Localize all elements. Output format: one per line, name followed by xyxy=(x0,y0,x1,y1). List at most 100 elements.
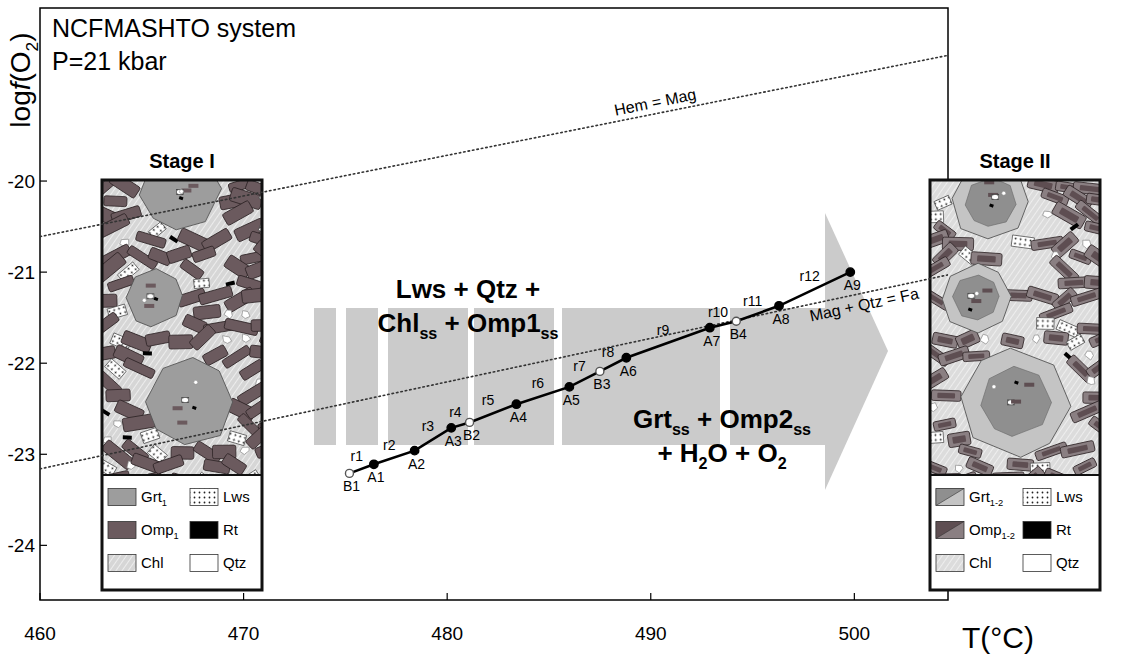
omphacite-grain xyxy=(1000,333,1024,349)
segment-label: r4 xyxy=(449,404,462,420)
subscript: 2 xyxy=(778,454,787,472)
y-tick-label: -20 xyxy=(8,171,35,192)
garnet-core xyxy=(953,275,1000,320)
data-point xyxy=(706,323,714,331)
series-line xyxy=(40,275,948,469)
quartz-grain xyxy=(1033,335,1040,344)
x-tick-label: 490 xyxy=(635,623,667,644)
omphacite-core xyxy=(937,393,955,399)
omphacite-grain xyxy=(251,319,262,331)
y-tick-label: -23 xyxy=(8,444,35,465)
arrow-block xyxy=(314,308,336,445)
rutile-grain xyxy=(968,308,973,312)
subscript: 2 xyxy=(22,42,42,52)
arrow-block xyxy=(346,308,378,445)
omphacite-grain xyxy=(1015,466,1046,475)
segment-label: r6 xyxy=(532,375,545,391)
segment-label: r7 xyxy=(573,358,586,374)
omphacite-core xyxy=(944,350,964,362)
omphacite-core xyxy=(1010,292,1027,298)
omphacite-core xyxy=(1012,461,1028,468)
quartz-grain xyxy=(114,421,122,428)
omphacite-inclusion xyxy=(1011,400,1021,404)
omphacite-grain xyxy=(1088,416,1100,439)
omphacite-core xyxy=(930,373,943,387)
data-point xyxy=(846,268,854,276)
y-tick xyxy=(40,363,47,364)
quartz-inclusion xyxy=(992,385,996,389)
rutile-grain xyxy=(989,204,994,208)
omphacite-grain xyxy=(245,396,262,420)
y-axis-title: logf(O2) xyxy=(5,32,42,127)
subscript: ss xyxy=(541,324,559,342)
omphacite-grain xyxy=(222,345,252,369)
point-label: A8 xyxy=(772,311,789,327)
text-part: Rt xyxy=(1056,521,1072,538)
y-tick xyxy=(40,180,47,181)
omphacite-grain xyxy=(245,258,262,280)
legend-label: Omp1 xyxy=(141,521,179,541)
lawsonite-grain xyxy=(227,431,246,446)
point-label: A2 xyxy=(408,456,425,472)
inset-ground xyxy=(102,180,262,590)
line-label-group: Hem = Mag xyxy=(613,86,698,119)
rutile-grain xyxy=(1014,381,1019,385)
omphacite-grain xyxy=(932,332,959,349)
reaction-text: Grtss + Omp2ss xyxy=(633,404,811,438)
rich-text: logf(O2) xyxy=(5,32,42,127)
omphacite-core xyxy=(1059,207,1080,223)
legend-swatch xyxy=(936,489,964,506)
omphacite-inclusion xyxy=(144,304,154,308)
omphacite-grain xyxy=(1043,468,1073,475)
text-part: Rt xyxy=(223,521,239,538)
x-tick xyxy=(447,593,448,600)
legend-label: Grt1-2 xyxy=(969,488,1003,508)
quartz-grain xyxy=(1085,351,1094,360)
quartz-grain xyxy=(223,336,232,344)
legend-label: Lws xyxy=(223,488,250,505)
text-part: + Omp1 xyxy=(437,308,540,338)
omphacite-core xyxy=(1077,292,1097,303)
x-tick-label: 480 xyxy=(431,623,463,644)
legend-swatch xyxy=(1023,522,1051,539)
omphacite-core xyxy=(937,336,953,345)
garnet-rim xyxy=(942,263,1011,333)
garnet xyxy=(146,358,233,445)
legend-swatch xyxy=(108,555,136,572)
data-point xyxy=(410,446,418,454)
garnet-core xyxy=(981,366,1052,436)
omphacite-core xyxy=(1078,461,1093,471)
text-part: Chl xyxy=(377,308,419,338)
x-tick xyxy=(243,593,244,600)
inset: Stage IIGrt1-2LwsOmp1-2RtChlQtz xyxy=(918,150,1117,590)
data-point xyxy=(512,400,520,408)
inset-title: Stage I xyxy=(149,150,215,172)
legend-swatch xyxy=(190,489,218,506)
subscript: ss xyxy=(672,420,690,438)
inset-border xyxy=(102,180,262,590)
omphacite-grain xyxy=(1086,193,1100,206)
rutile-grain xyxy=(143,351,152,355)
omphacite-core xyxy=(930,463,942,473)
lawsonite-grain xyxy=(968,293,975,298)
quartz-inclusion xyxy=(142,298,146,302)
y-tick xyxy=(40,272,47,273)
garnet-rim xyxy=(952,180,1028,239)
omphacite-grain xyxy=(933,418,957,432)
omphacite-grain xyxy=(145,331,171,347)
legend-swatch xyxy=(1023,555,1051,572)
labels: Hem = MagMag + Qtz = Far1r2r3r4r5r6r7r8r… xyxy=(343,86,920,495)
omphacite-core xyxy=(1005,337,1019,346)
omphacite-core xyxy=(1046,307,1066,319)
omphacite-grain xyxy=(931,390,961,402)
omphacite-core xyxy=(960,333,975,345)
garnet-rim xyxy=(961,348,1071,457)
omphacite-grain xyxy=(930,256,951,281)
omphacite-grain xyxy=(1084,275,1100,290)
segment-label: r12 xyxy=(800,268,820,284)
omphacite-grain xyxy=(153,454,185,474)
quartz-grain xyxy=(1087,376,1095,384)
quartz-grain xyxy=(242,311,250,319)
omphacite-core xyxy=(930,261,944,275)
y-tick-label: -21 xyxy=(8,262,35,283)
